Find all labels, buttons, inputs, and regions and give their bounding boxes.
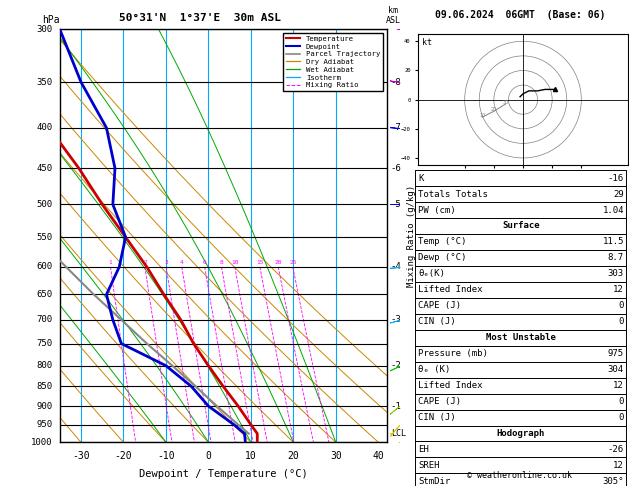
Text: -10: -10: [157, 451, 175, 461]
Text: 305°: 305°: [603, 477, 624, 486]
Text: 09.06.2024  06GMT  (Base: 06): 09.06.2024 06GMT (Base: 06): [435, 10, 605, 20]
Text: -4: -4: [391, 262, 401, 272]
Text: © weatheronline.co.uk: © weatheronline.co.uk: [467, 471, 572, 480]
Text: 10: 10: [479, 113, 486, 118]
Text: 30: 30: [330, 451, 342, 461]
Legend: Temperature, Dewpoint, Parcel Trajectory, Dry Adiabat, Wet Adiabat, Isotherm, Mi: Temperature, Dewpoint, Parcel Trajectory…: [283, 33, 383, 91]
Text: -5: -5: [391, 200, 401, 209]
Text: 10: 10: [231, 260, 238, 265]
Text: kt: kt: [423, 38, 433, 47]
Text: 550: 550: [36, 233, 53, 242]
Text: EH: EH: [418, 445, 429, 454]
Text: 950: 950: [36, 420, 53, 429]
Text: -3: -3: [391, 315, 401, 324]
Text: -26: -26: [608, 445, 624, 454]
Text: CIN (J): CIN (J): [418, 317, 456, 327]
Text: -16: -16: [608, 174, 624, 183]
Text: -7: -7: [391, 123, 401, 132]
Text: -20: -20: [114, 451, 132, 461]
Text: Pressure (mb): Pressure (mb): [418, 349, 488, 358]
Text: 650: 650: [36, 290, 53, 299]
Text: 303: 303: [608, 269, 624, 278]
Text: 20: 20: [491, 107, 497, 112]
Text: 800: 800: [36, 361, 53, 370]
Text: PW (cm): PW (cm): [418, 206, 456, 215]
Text: 12: 12: [613, 285, 624, 295]
Text: 850: 850: [36, 382, 53, 391]
Text: θₑ(K): θₑ(K): [418, 269, 445, 278]
Text: SREH: SREH: [418, 461, 440, 470]
Text: CAPE (J): CAPE (J): [418, 301, 461, 311]
Text: 8: 8: [220, 260, 223, 265]
Text: CIN (J): CIN (J): [418, 413, 456, 422]
Text: 11.5: 11.5: [603, 237, 624, 246]
Text: Lifted Index: Lifted Index: [418, 381, 483, 390]
Text: 25: 25: [289, 260, 297, 265]
Text: 8.7: 8.7: [608, 253, 624, 262]
Text: CAPE (J): CAPE (J): [418, 397, 461, 406]
Text: 700: 700: [36, 315, 53, 324]
Text: Lifted Index: Lifted Index: [418, 285, 483, 295]
Text: 450: 450: [36, 164, 53, 173]
Text: 29: 29: [613, 190, 624, 199]
Text: 0: 0: [618, 301, 624, 311]
Text: 1000: 1000: [31, 438, 53, 447]
Text: 1.04: 1.04: [603, 206, 624, 215]
Text: 3: 3: [164, 260, 168, 265]
Text: 0: 0: [618, 413, 624, 422]
Text: 0: 0: [618, 397, 624, 406]
Text: 304: 304: [608, 365, 624, 374]
Text: 20: 20: [287, 451, 299, 461]
Text: 750: 750: [36, 339, 53, 348]
Text: 10: 10: [245, 451, 257, 461]
Text: K: K: [418, 174, 424, 183]
Text: 1: 1: [109, 260, 113, 265]
Text: 900: 900: [36, 401, 53, 411]
Text: 30: 30: [503, 100, 509, 105]
Text: 20: 20: [274, 260, 282, 265]
Text: 12: 12: [613, 461, 624, 470]
Text: 4: 4: [180, 260, 184, 265]
Text: -6: -6: [391, 164, 401, 173]
Text: Dewp (°C): Dewp (°C): [418, 253, 467, 262]
Text: Temp (°C): Temp (°C): [418, 237, 467, 246]
Text: 40: 40: [372, 451, 384, 461]
Text: 300: 300: [36, 25, 53, 34]
Text: LCL: LCL: [391, 429, 406, 438]
Text: 50°31'N  1°37'E  30m ASL: 50°31'N 1°37'E 30m ASL: [120, 13, 281, 23]
Text: θₑ (K): θₑ (K): [418, 365, 450, 374]
Text: Hodograph: Hodograph: [497, 429, 545, 438]
Text: Dewpoint / Temperature (°C): Dewpoint / Temperature (°C): [139, 469, 308, 479]
Text: Mixing Ratio (g/kg): Mixing Ratio (g/kg): [407, 185, 416, 287]
Text: -1: -1: [391, 401, 401, 411]
Text: Totals Totals: Totals Totals: [418, 190, 488, 199]
Text: 0: 0: [618, 317, 624, 327]
Text: 0: 0: [206, 451, 211, 461]
Text: hPa: hPa: [42, 15, 59, 25]
Text: -30: -30: [72, 451, 90, 461]
Text: StmDir: StmDir: [418, 477, 450, 486]
Text: 975: 975: [608, 349, 624, 358]
Text: 400: 400: [36, 123, 53, 132]
Text: -8: -8: [391, 78, 401, 87]
Text: 500: 500: [36, 200, 53, 209]
Text: Surface: Surface: [502, 222, 540, 230]
Text: 6: 6: [203, 260, 206, 265]
Text: 350: 350: [36, 78, 53, 87]
Text: 12: 12: [613, 381, 624, 390]
Text: -2: -2: [391, 361, 401, 370]
Text: Most Unstable: Most Unstable: [486, 333, 556, 342]
Text: km
ASL: km ASL: [386, 6, 401, 25]
Text: 600: 600: [36, 262, 53, 272]
Text: 15: 15: [256, 260, 264, 265]
Text: 2: 2: [143, 260, 147, 265]
